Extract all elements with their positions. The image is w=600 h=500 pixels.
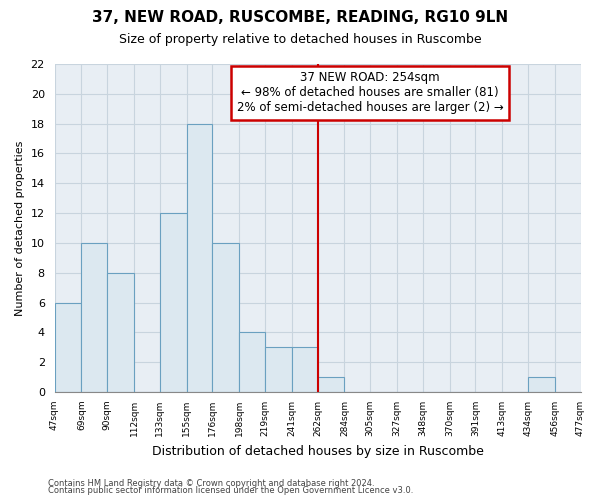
Bar	[317, 377, 344, 392]
Bar	[528, 377, 555, 392]
Bar	[292, 348, 317, 392]
Bar	[265, 348, 292, 392]
Bar	[82, 243, 107, 392]
Text: Size of property relative to detached houses in Ruscombe: Size of property relative to detached ho…	[119, 32, 481, 46]
Bar	[239, 332, 265, 392]
Bar	[187, 124, 212, 392]
Y-axis label: Number of detached properties: Number of detached properties	[15, 140, 25, 316]
Bar	[212, 243, 239, 392]
Text: Contains public sector information licensed under the Open Government Licence v3: Contains public sector information licen…	[48, 486, 413, 495]
Bar	[107, 273, 134, 392]
Text: 37 NEW ROAD: 254sqm
← 98% of detached houses are smaller (81)
2% of semi-detache: 37 NEW ROAD: 254sqm ← 98% of detached ho…	[237, 72, 503, 114]
Bar	[160, 213, 187, 392]
Bar	[55, 302, 82, 392]
Text: 37, NEW ROAD, RUSCOMBE, READING, RG10 9LN: 37, NEW ROAD, RUSCOMBE, READING, RG10 9L…	[92, 10, 508, 25]
Text: Contains HM Land Registry data © Crown copyright and database right 2024.: Contains HM Land Registry data © Crown c…	[48, 478, 374, 488]
X-axis label: Distribution of detached houses by size in Ruscombe: Distribution of detached houses by size …	[152, 444, 484, 458]
